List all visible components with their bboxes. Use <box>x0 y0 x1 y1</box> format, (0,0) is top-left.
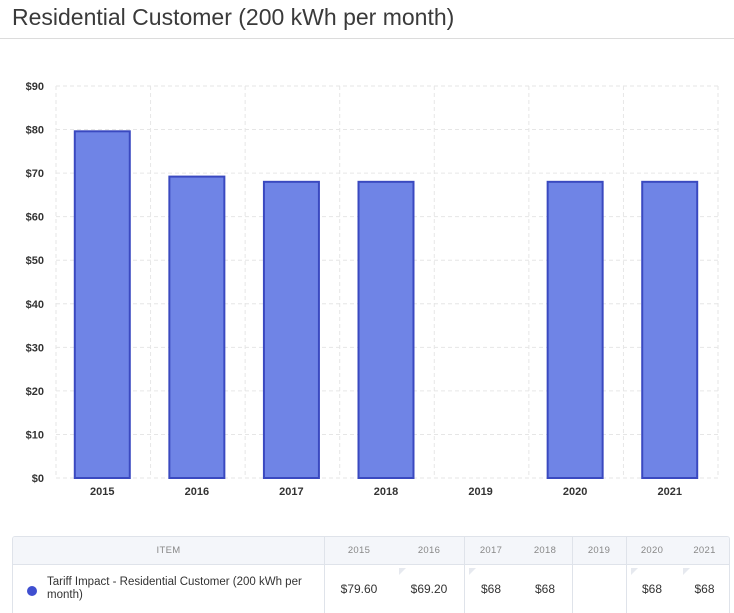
header-year: 2020 <box>640 545 664 556</box>
x-tick-label: 2017 <box>279 486 303 498</box>
bars <box>73 130 699 480</box>
y-tick-label: $50 <box>26 255 44 267</box>
bar <box>546 180 604 479</box>
header-item: ITEM <box>156 545 181 556</box>
x-tick-label: 2020 <box>563 486 587 498</box>
x-tick-label: 2018 <box>374 486 398 498</box>
table-cell: $69.20 <box>410 582 448 596</box>
header-year: 2018 <box>533 545 557 556</box>
header-year: 2016 <box>417 545 441 556</box>
row-label: Tariff Impact - Residential Customer (20… <box>47 576 302 601</box>
cell-corner-mark <box>683 568 690 575</box>
bar <box>168 175 226 480</box>
x-tick-label: 2019 <box>468 486 492 498</box>
header-year: 2021 <box>693 545 716 556</box>
column-divider <box>572 537 573 613</box>
table-cell: $79.60 <box>340 582 378 596</box>
cell-corner-mark <box>469 568 476 575</box>
y-tick-label: $80 <box>26 125 44 137</box>
y-tick-label: $60 <box>26 212 44 224</box>
bar <box>357 180 415 479</box>
x-tick-label: 2016 <box>185 486 209 498</box>
bar <box>262 180 320 479</box>
column-divider <box>626 537 627 613</box>
y-tick-label: $30 <box>26 342 44 354</box>
table-cell: $68 <box>480 582 502 596</box>
table-row: Tariff Impact - Residential Customer (20… <box>13 565 729 613</box>
chart-title: Residential Customer (200 kWh per month) <box>12 4 455 30</box>
column-divider <box>324 537 325 613</box>
bar-chart: $0$10$20$30$40$50$60$70$80$90 2015 2016 20… <box>26 81 719 498</box>
y-tick-label: $90 <box>26 81 44 93</box>
y-tick-label: $10 <box>26 429 44 441</box>
series-color-dot <box>27 586 37 596</box>
cell-corner-mark <box>399 568 406 575</box>
header-year: 2015 <box>347 545 371 556</box>
cell-corner-mark <box>631 568 638 575</box>
bar <box>641 180 699 479</box>
y-axis-ticks: $0 $10 $20 $30 $40 $50 $60 $70 $80 $90 <box>26 81 44 485</box>
x-tick-label: 2015 <box>90 486 114 498</box>
table-cell <box>572 565 626 613</box>
header-year: 2017 <box>479 545 503 556</box>
table-cell: $68 <box>641 582 663 596</box>
bar <box>73 130 131 479</box>
table-header: ITEM 2015 2016 2017 2018 2019 2020 2021 <box>13 537 729 565</box>
table-cell: $68 <box>534 582 556 596</box>
y-tick-label: $20 <box>26 386 44 398</box>
header-year: 2019 <box>587 545 611 556</box>
y-tick-label: $0 <box>32 473 44 485</box>
data-table: ITEM 2015 2016 2017 2018 2019 2020 2021 … <box>12 536 730 613</box>
column-divider <box>464 537 465 613</box>
y-tick-label: $70 <box>26 168 44 180</box>
table-cell: $68 <box>694 582 715 596</box>
y-tick-label: $40 <box>26 299 44 311</box>
x-axis-ticks: 2015 2016 2017 2018 2019 2020 2021 <box>90 486 682 498</box>
title-divider <box>0 38 734 39</box>
x-tick-label: 2021 <box>657 486 681 498</box>
